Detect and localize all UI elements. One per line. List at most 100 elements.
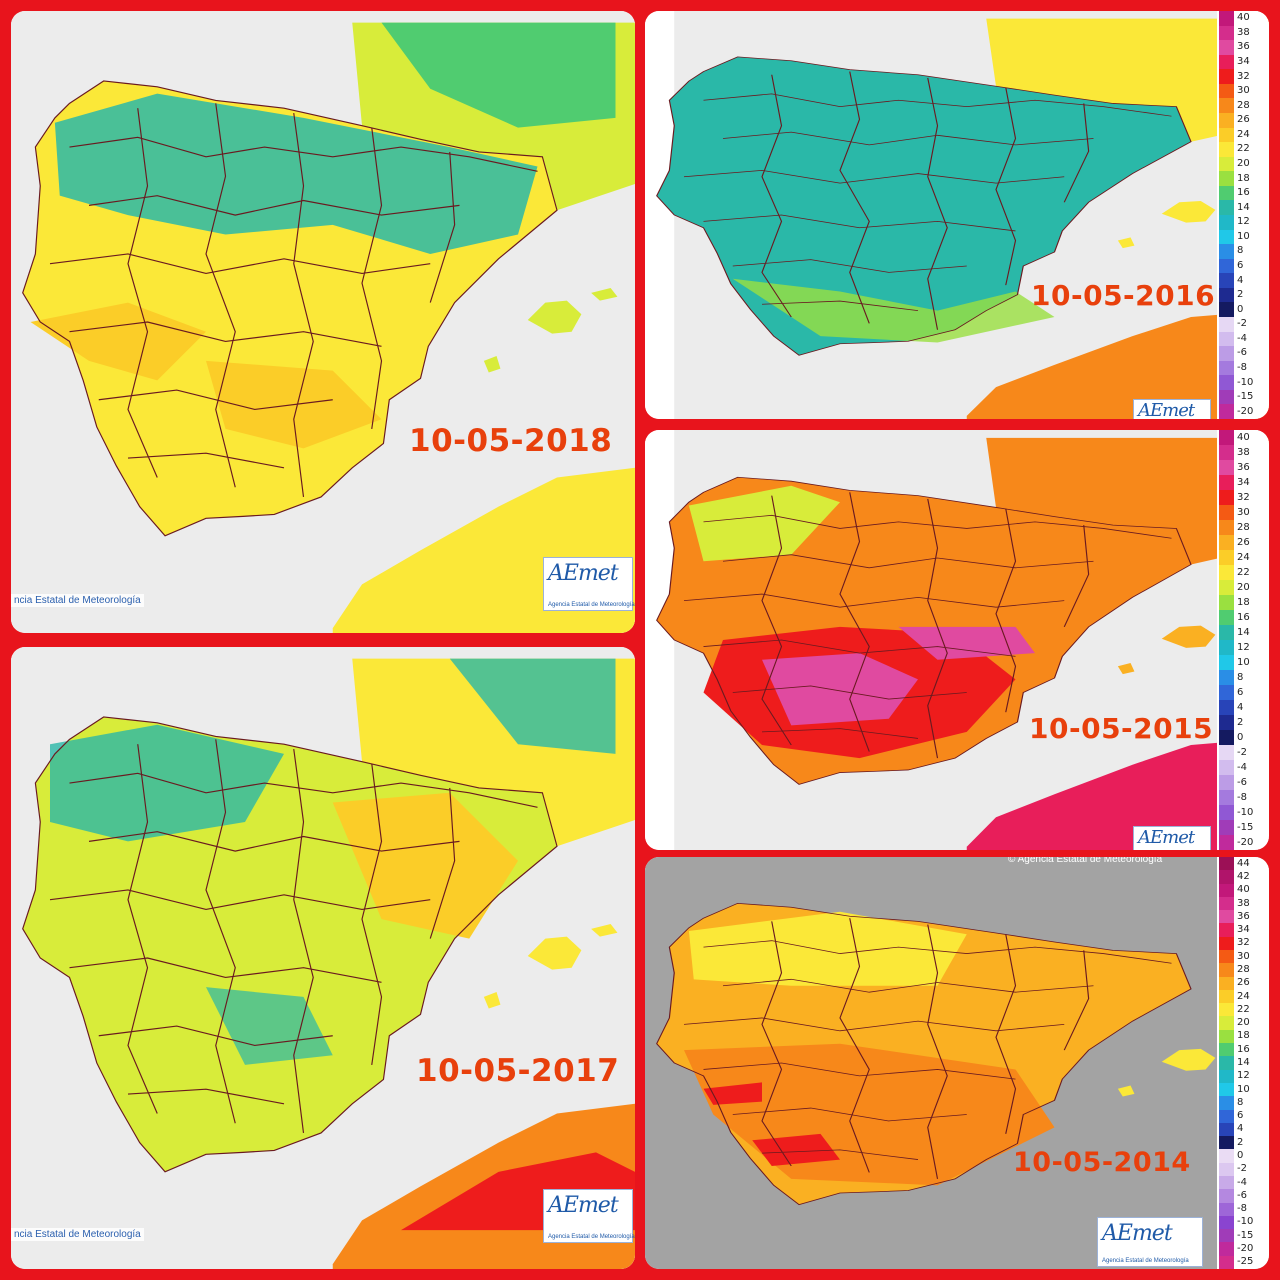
- legend-entry: 16: [1217, 1043, 1269, 1057]
- legend-entry: -15: [1217, 1229, 1269, 1243]
- legend-label: 16: [1237, 611, 1250, 623]
- legend-swatch: [1219, 1189, 1234, 1203]
- legend-swatch: [1219, 229, 1234, 245]
- legend-entry: -6: [1217, 775, 1269, 790]
- legend-entry: 4: [1217, 273, 1269, 288]
- legend-entry: 40: [1217, 430, 1269, 445]
- temperature-map-2014: [645, 857, 1269, 1269]
- legend-label: 22: [1237, 1003, 1250, 1015]
- legend-entry: -10: [1217, 1215, 1269, 1230]
- legend-swatch: [1219, 805, 1234, 820]
- legend-entry: 22: [1217, 1003, 1269, 1017]
- temperature-legend: 40 38 36 34 32 30 28 26 24 22 20 18 16 14 12 10 8 6 4 2 0 -2-…: [1217, 430, 1269, 850]
- legend-label: -2: [1237, 318, 1247, 330]
- legend-label: -20: [1237, 405, 1254, 417]
- legend-label: -2: [1237, 746, 1247, 758]
- legend-label: 8: [1237, 245, 1244, 257]
- legend-swatch: [1219, 83, 1234, 99]
- legend-swatch: [1219, 857, 1234, 871]
- legend-swatch: [1219, 113, 1234, 128]
- legend-label: 0: [1237, 731, 1244, 743]
- legend-swatch: [1219, 1149, 1234, 1163]
- legend-label: 12: [1237, 1070, 1250, 1082]
- legend-swatch: [1219, 244, 1234, 259]
- credit-text: © Agencia Estatal de Meteorología: [1008, 857, 1163, 865]
- legend-swatch: [1219, 923, 1234, 937]
- legend-entry: -2: [1217, 317, 1269, 332]
- legend-entry: 16: [1217, 610, 1269, 625]
- legend-swatch: [1219, 790, 1234, 805]
- legend-entry: 36: [1217, 460, 1269, 475]
- legend-entry: 32: [1217, 490, 1269, 505]
- legend-swatch: [1219, 580, 1234, 595]
- legend-label: 0: [1237, 303, 1244, 315]
- legend-label: 34: [1237, 476, 1250, 488]
- map-panel-2016: 10-05-2016 AEmet 40 38 36 34 32 30 28 26 24 22 20 1…: [645, 11, 1269, 419]
- legend-swatch: [1219, 1215, 1234, 1230]
- legend-swatch: [1219, 1202, 1234, 1216]
- legend-swatch: [1219, 1229, 1234, 1243]
- legend-entry: 32: [1217, 69, 1269, 84]
- legend-entry: 10: [1217, 1082, 1269, 1097]
- map-panel-2015: 10-05-2015 AEmet 40 38 36 34 32 30 28 26 24 22 20 1…: [645, 430, 1269, 850]
- legend-entry: -6: [1217, 1189, 1269, 1203]
- legend-entry: 14: [1217, 1056, 1269, 1070]
- legend-entry: 8: [1217, 670, 1269, 685]
- legend-swatch: [1219, 171, 1234, 186]
- legend-entry: 34: [1217, 923, 1269, 937]
- legend-label: -8: [1237, 1203, 1247, 1215]
- legend-entry: -10: [1217, 375, 1269, 390]
- legend-swatch: [1219, 936, 1234, 951]
- legend-entry: -15: [1217, 389, 1269, 405]
- aemet-logo-text: AEmet: [1102, 1221, 1173, 1246]
- legend-label: -4: [1237, 332, 1247, 344]
- legend-label: 38: [1237, 897, 1250, 909]
- legend-label: -2: [1237, 1163, 1247, 1175]
- legend-swatch: [1219, 375, 1234, 390]
- legend-entry: 26: [1217, 535, 1269, 550]
- date-label: 10-05-2014: [1013, 1147, 1191, 1178]
- legend-entry: 20: [1217, 1016, 1269, 1030]
- legend-swatch: [1219, 287, 1234, 303]
- legend-label: -4: [1237, 761, 1247, 773]
- legend-swatch: [1219, 715, 1234, 730]
- legend-entry: -10: [1217, 805, 1269, 820]
- legend-entry: -8: [1217, 360, 1269, 376]
- legend-label: 0: [1237, 1150, 1244, 1162]
- legend-swatch: [1219, 1096, 1234, 1110]
- legend-entry: 16: [1217, 185, 1269, 201]
- legend-entry: -8: [1217, 1202, 1269, 1216]
- legend-label: 14: [1237, 201, 1250, 213]
- legend-entry: 10: [1217, 655, 1269, 670]
- legend-label: -4: [1237, 1176, 1247, 1188]
- aemet-logo-text: AEmet: [1138, 400, 1195, 419]
- legend-label: 2: [1237, 716, 1244, 728]
- legend-swatch: [1219, 1109, 1234, 1123]
- legend-swatch: [1219, 700, 1234, 715]
- legend-entry: 2: [1217, 715, 1269, 730]
- aemet-logo: AEmet: [1133, 399, 1211, 419]
- legend-entry: 38: [1217, 25, 1269, 41]
- legend-swatch: [1219, 258, 1234, 274]
- legend-swatch: [1219, 685, 1234, 700]
- legend-label: 4: [1237, 274, 1244, 286]
- aemet-logo-subtitle: Agencia Estatal de Meteorología: [548, 602, 635, 608]
- legend-swatch: [1219, 835, 1234, 850]
- legend-entry: 2: [1217, 1136, 1269, 1150]
- legend-label: 20: [1237, 1017, 1250, 1029]
- legend-label: 24: [1237, 128, 1250, 140]
- legend-swatch: [1219, 69, 1234, 84]
- legend-label: -10: [1237, 376, 1254, 388]
- legend-entry: -4: [1217, 1175, 1269, 1190]
- legend-swatch: [1219, 490, 1234, 505]
- legend-label: -8: [1237, 791, 1247, 803]
- legend-label: 30: [1237, 85, 1250, 97]
- legend-swatch: [1219, 1136, 1234, 1150]
- aemet-logo-text: AEmet: [1138, 827, 1195, 848]
- legend-swatch: [1219, 989, 1234, 1004]
- legend-entry: 38: [1217, 896, 1269, 911]
- legend-entry: 14: [1217, 625, 1269, 640]
- legend-swatch: [1219, 1069, 1234, 1083]
- legend-swatch: [1219, 963, 1234, 977]
- legend-swatch: [1219, 317, 1234, 332]
